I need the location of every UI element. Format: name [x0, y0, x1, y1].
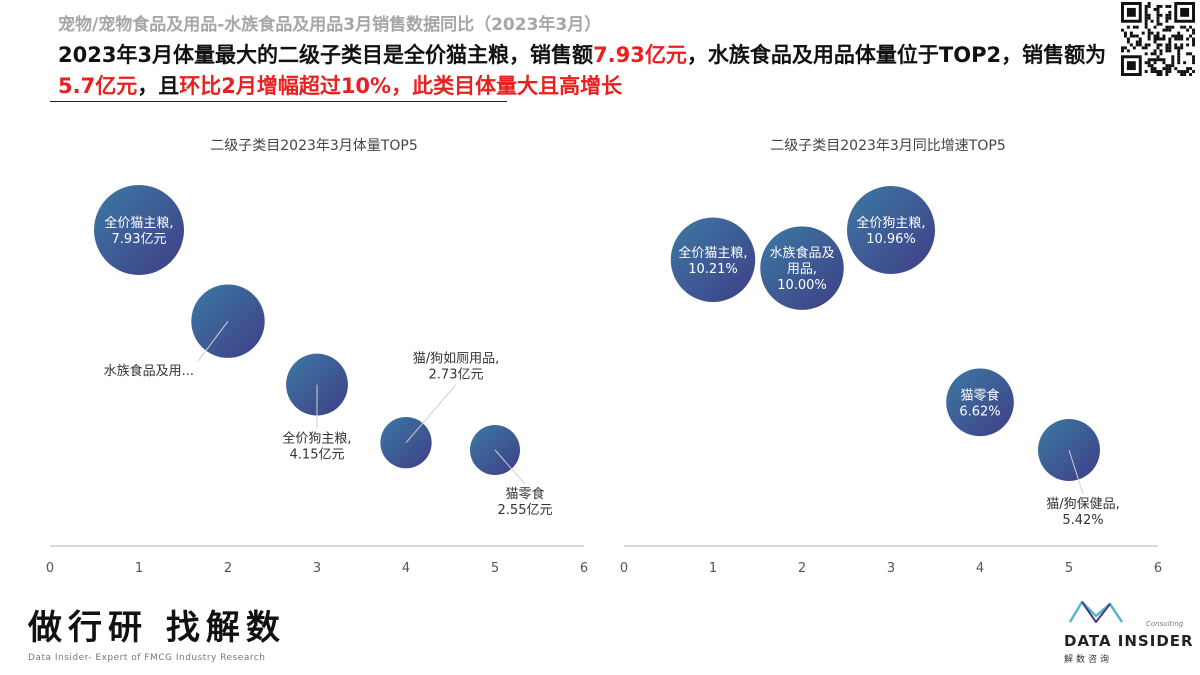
page-subtitle: 宠物/宠物食品及用品-水族食品及用品3月销售数据同比（2023年3月）	[58, 15, 602, 35]
bubble-point	[191, 284, 265, 358]
headline-text: ，且	[137, 74, 180, 98]
bubble-data-label: 全价狗主粮, 10.96%	[856, 215, 925, 247]
label-leader-line	[494, 449, 526, 485]
logo-name: DATA INSIDER	[1064, 632, 1194, 650]
x-tick-label: 0	[46, 561, 54, 576]
x-tick-label: 4	[402, 561, 410, 576]
x-tick-label: 0	[620, 561, 628, 576]
x-tick-label: 3	[887, 561, 895, 576]
x-tick-label: 5	[491, 561, 499, 576]
brand-slogan: 做行研 找解数 Data Insider- Expert of FMCG Ind…	[28, 600, 286, 663]
qr-code-icon	[1121, 2, 1195, 76]
x-tick-label: 6	[1154, 561, 1162, 576]
bubble-data-label: 全价猫主粮, 7.93亿元	[104, 215, 173, 247]
chart-volume-svg: 二级子类目2023年3月体量TOP5 0 1 2 3 4 5 6 全价猫主粮, 7.93亿元水族食…	[46, 138, 588, 576]
x-tick-label: 4	[976, 561, 984, 576]
x-tick-label: 1	[709, 561, 717, 576]
bubble-data-label: 猫/狗如厕用品, 2.73亿元	[413, 351, 500, 383]
bubble-data-label: 猫/狗保健品, 5.42%	[1046, 497, 1120, 528]
bubble-point	[94, 185, 184, 275]
headline-text: 2023年3月体量最大的二级子类目是全价猫主粮，销售额	[58, 43, 594, 67]
headline-highlight: 7.93亿元	[593, 43, 687, 67]
bubble-point	[847, 186, 935, 274]
logo-consulting: Consulting	[1146, 620, 1184, 628]
x-tick-label: 5	[1065, 561, 1073, 576]
headline-highlight: 5.7亿元	[58, 74, 138, 98]
label-leader-line	[197, 320, 229, 362]
x-tick-label: 2	[224, 561, 232, 576]
chart-growth-svg: 二级子类目2023年3月同比增速TOP5 0 1 2 3 4 5 6 全价猫主粮, 10.21% 水…	[620, 138, 1162, 576]
brand-slogan-cn: 做行研 找解数	[28, 608, 286, 648]
bubble-data-label: 全价狗主粮, 4.15亿元	[282, 431, 351, 463]
bubble-point	[760, 226, 844, 310]
headline-highlight: 环比2月增幅超过10%，此类目体量大且高增长	[179, 74, 623, 98]
bubble-data-label: 水族食品及用...	[104, 363, 194, 379]
chart-title: 二级子类目2023年3月体量TOP5	[210, 138, 417, 154]
x-tick-label: 6	[580, 561, 588, 576]
x-tick-label: 2	[798, 561, 806, 576]
headline-text: ，水族食品及用品体量位于TOP2，销售额为	[686, 43, 1107, 67]
logo-cn: 解数咨询	[1064, 655, 1113, 665]
chart-growth-top5: 二级子类目2023年3月同比增速TOP5 0 1 2 3 4 5 6 全价猫主粮, 10.21% 水…	[602, 120, 1174, 580]
label-leader-line	[1068, 449, 1084, 495]
bubble-data-label: 猫零食 6.62%	[959, 387, 1000, 419]
label-leader-line	[405, 384, 457, 443]
bubble-point	[946, 368, 1014, 437]
bubble-data-label: 猫零食 2.55亿元	[498, 486, 553, 518]
brand-slogan-en: Data Insider- Expert of FMCG Industry Re…	[28, 653, 266, 663]
headline-underline	[50, 101, 507, 102]
chart-title: 二级子类目2023年3月同比增速TOP5	[770, 138, 1005, 154]
x-tick-label: 3	[313, 561, 321, 576]
chart-volume-top5: 二级子类目2023年3月体量TOP5 0 1 2 3 4 5 6 全价猫主粮, 7.93亿元水族食…	[28, 120, 600, 580]
data-insider-logo: Consulting DATA INSIDER 解数咨询	[1062, 598, 1193, 665]
bubble-data-label: 全价猫主粮, 10.21%	[678, 245, 747, 277]
bubble-data-label: 水族食品及用品, 10.00%	[769, 245, 834, 293]
page-headline: 2023年3月体量最大的二级子类目是全价猫主粮，销售额7.93亿元，水族食品及用…	[58, 40, 1118, 102]
x-tick-label: 1	[135, 561, 143, 576]
logo-mark-icon	[1068, 600, 1124, 623]
bubble-point	[670, 217, 756, 303]
